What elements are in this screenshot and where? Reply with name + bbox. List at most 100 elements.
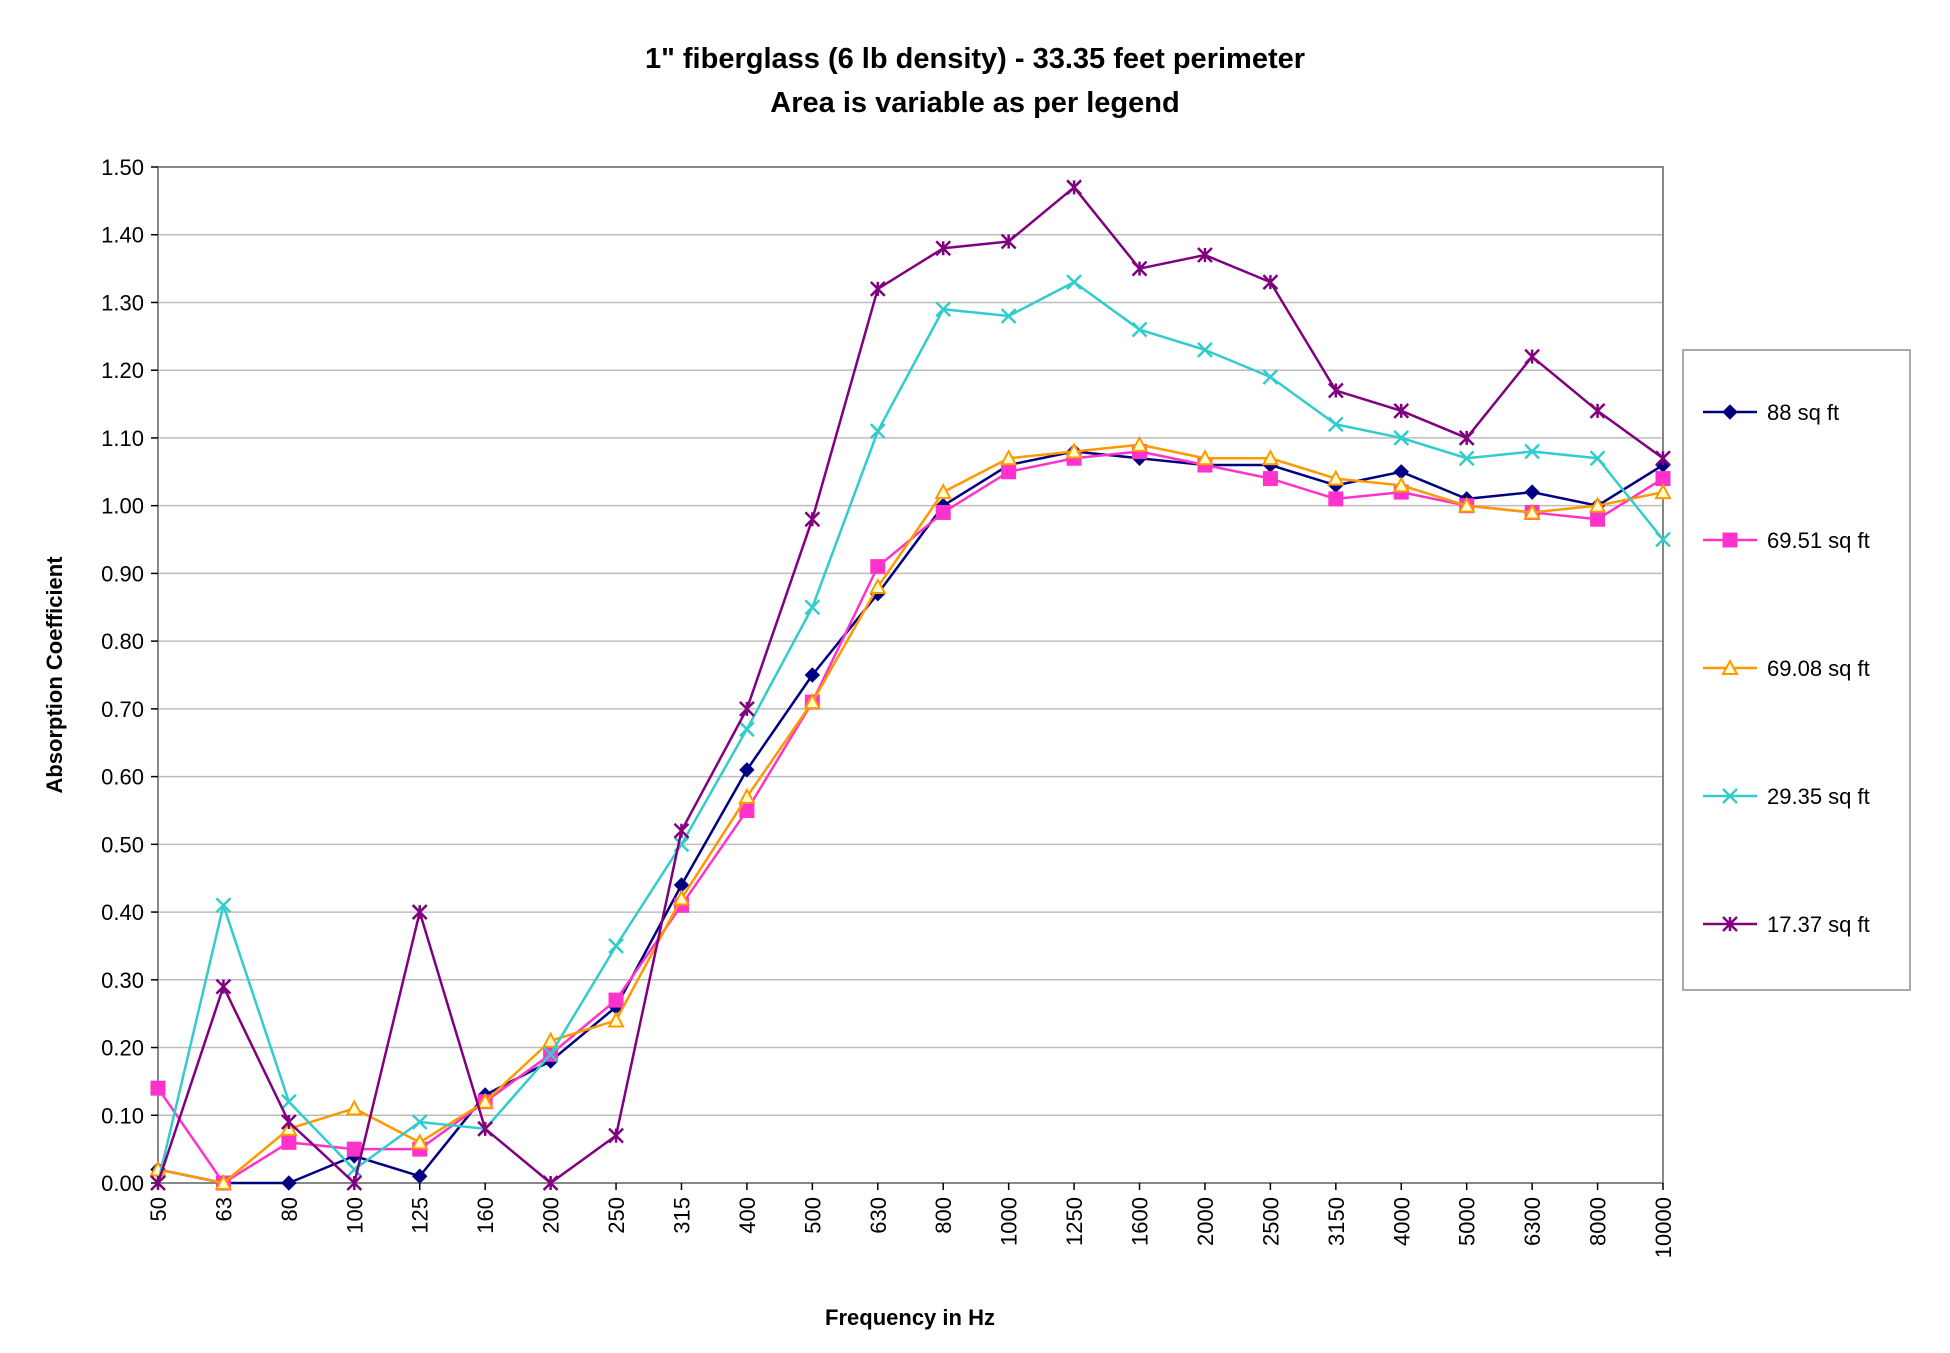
- plot-area: [157, 166, 1664, 1184]
- data-point-marker: [1393, 430, 1410, 446]
- x-tick-label: 400: [735, 1197, 760, 1234]
- y-tick-label: 0.40: [101, 900, 144, 925]
- data-point-marker: [1392, 476, 1410, 493]
- y-axis-label: Absorption Coefficient: [42, 556, 67, 794]
- data-point-marker: [411, 1114, 428, 1130]
- legend-label: 69.08 sq ft: [1767, 656, 1870, 681]
- x-tick-label: 10000: [1651, 1197, 1676, 1258]
- data-point-marker: [935, 301, 952, 318]
- data-point-marker: [1458, 496, 1476, 513]
- legend-label: 88 sq ft: [1767, 400, 1839, 425]
- data-point-marker: [477, 1120, 494, 1137]
- data-point-marker: [1065, 442, 1083, 459]
- data-point-marker: [1262, 274, 1279, 291]
- y-tick-label: 0.10: [101, 1103, 144, 1128]
- data-point-marker: [1588, 496, 1607, 513]
- data-point-marker: [411, 904, 428, 920]
- data-point-marker: [1524, 348, 1541, 365]
- data-point-marker: [738, 787, 756, 804]
- data-point-marker: [346, 1141, 362, 1157]
- x-tick-label: 500: [800, 1197, 825, 1234]
- x-tick-label: 80: [277, 1197, 302, 1221]
- data-point-marker: [1197, 247, 1213, 263]
- y-tick-label: 0.30: [101, 968, 144, 993]
- data-point-marker: [1000, 308, 1017, 324]
- data-point-marker: [1589, 402, 1606, 419]
- data-point-marker: [1722, 532, 1738, 548]
- data-point-marker: [803, 692, 822, 710]
- data-point-marker: [542, 1175, 559, 1191]
- data-point-marker: [607, 1011, 625, 1028]
- data-point-marker: [1131, 321, 1148, 338]
- data-point-marker: [804, 667, 821, 683]
- data-point-marker: [150, 1175, 166, 1191]
- data-point-marker: [1722, 404, 1738, 420]
- data-point-marker: [541, 1031, 560, 1048]
- y-tick-label: 1.10: [101, 426, 144, 451]
- x-tick-label: 50: [146, 1197, 171, 1221]
- data-point-marker: [345, 1099, 363, 1116]
- data-point-marker: [1066, 179, 1082, 196]
- data-point-marker: [1066, 274, 1082, 291]
- data-point-marker: [739, 721, 755, 738]
- series-69-08-sq-ft: [149, 435, 1672, 1190]
- data-point-marker: [804, 599, 821, 616]
- data-point-marker: [476, 1092, 494, 1109]
- data-point-marker: [739, 700, 755, 717]
- y-tick-label: 0.20: [101, 1036, 144, 1061]
- legend-label: 69.51 sq ft: [1767, 528, 1870, 553]
- data-point-marker: [215, 897, 232, 914]
- data-point-marker: [739, 762, 755, 778]
- data-point-marker: [608, 938, 624, 954]
- data-point-marker: [1328, 491, 1344, 507]
- data-point-marker: [1590, 511, 1606, 527]
- data-point-marker: [673, 822, 690, 839]
- y-tick-label: 0.90: [101, 561, 144, 586]
- legend-item: 69.51 sq ft: [1703, 528, 1870, 553]
- legend-item: 69.08 sq ft: [1703, 656, 1870, 681]
- data-point-marker: [1196, 449, 1214, 466]
- x-tick-label: 1600: [1128, 1197, 1153, 1246]
- legend-item: 29.35 sq ft: [1703, 784, 1870, 809]
- x-tick-label: 63: [211, 1197, 236, 1221]
- x-axis-ticks: 50 63 80 100 125 160 200 250 315 400 500 630 800 1000…: [146, 1183, 1676, 1258]
- x-tick-label: 4000: [1389, 1197, 1414, 1246]
- y-tick-label: 0.80: [101, 629, 144, 654]
- series-line: [156, 186, 1664, 1185]
- data-point-marker: [214, 1173, 233, 1190]
- data-point-marker: [608, 1127, 624, 1144]
- data-point-marker: [281, 1134, 297, 1150]
- data-point-marker: [542, 1046, 559, 1063]
- y-tick-label: 1.20: [101, 358, 144, 383]
- y-tick-label: 0.00: [101, 1171, 144, 1196]
- data-point-marker: [281, 1175, 297, 1191]
- legend-label: 29.35 sq ft: [1767, 784, 1870, 809]
- data-point-marker: [869, 281, 886, 297]
- x-tick-label: 160: [473, 1197, 498, 1234]
- data-point-marker: [1654, 483, 1672, 500]
- legend-label: 17.37 sq ft: [1767, 912, 1870, 937]
- y-tick-label: 0.60: [101, 765, 144, 790]
- series-line: [157, 443, 1664, 1185]
- x-tick-label: 8000: [1586, 1197, 1611, 1246]
- data-point-marker: [1655, 450, 1671, 467]
- data-point-marker: [1130, 435, 1149, 452]
- x-axis-label: Frequency in Hz: [825, 1305, 995, 1330]
- data-point-marker: [608, 992, 624, 1008]
- grid-lines: [158, 166, 1663, 1184]
- y-tick-label: 1.00: [101, 494, 144, 519]
- y-tick-label: 1.30: [101, 290, 144, 315]
- data-point-marker: [1327, 382, 1344, 399]
- data-point-marker: [935, 240, 952, 257]
- data-point-marker: [1722, 788, 1738, 804]
- data-point-marker: [672, 889, 691, 906]
- x-tick-label: 6300: [1520, 1197, 1545, 1246]
- y-tick-label: 0.70: [101, 697, 144, 722]
- data-point-marker: [1262, 369, 1279, 385]
- series-29-35-sq-ft: [150, 274, 1671, 1191]
- data-point-marker: [1722, 916, 1738, 932]
- data-point-marker: [215, 978, 232, 995]
- data-point-marker: [1721, 658, 1739, 675]
- data-point-marker: [934, 483, 952, 500]
- data-point-marker: [411, 1133, 429, 1150]
